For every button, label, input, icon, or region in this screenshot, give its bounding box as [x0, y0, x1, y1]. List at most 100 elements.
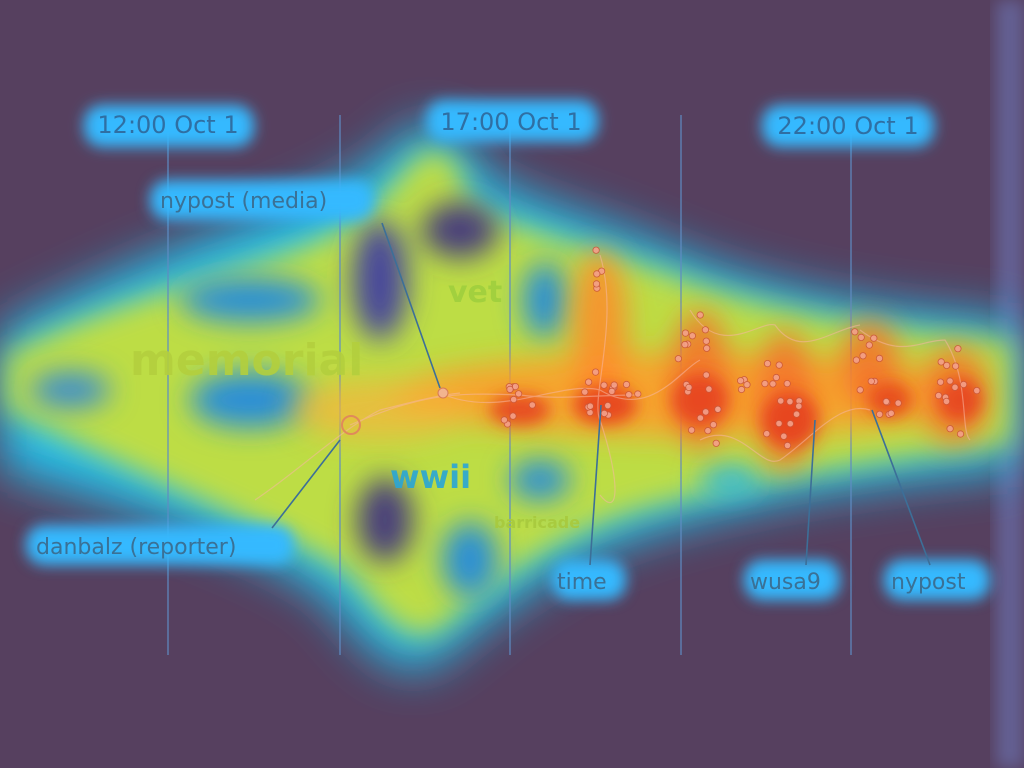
peak-4 — [762, 392, 818, 448]
tweet-dot — [592, 246, 600, 254]
tweet-dot — [528, 401, 536, 409]
annotation-label-danbalz: danbalz (reporter) — [36, 535, 236, 560]
tweet-dot — [875, 410, 884, 418]
tweet-dot — [608, 387, 616, 395]
tweet-dot — [709, 421, 718, 429]
hole-vet-right — [523, 262, 567, 338]
tweet-dot — [696, 414, 705, 422]
tweet-dot — [777, 397, 785, 405]
tweet-dot — [514, 390, 523, 398]
leader-wusa9 — [805, 419, 816, 566]
hole-wwii-right — [442, 522, 498, 598]
tweet-dot — [792, 410, 801, 418]
time-glow — [84, 105, 254, 147]
tweet-dot — [712, 439, 720, 447]
tweet-dot — [702, 337, 710, 345]
tweet-dot — [685, 383, 693, 391]
topic-label-barricade: barricade — [494, 513, 580, 532]
tweet-dot — [763, 359, 772, 368]
tweet-dot — [856, 386, 864, 394]
time-tick-label: 12:00 Oct 1 — [97, 111, 238, 139]
leader-time — [589, 404, 602, 566]
tweet-dot — [674, 355, 683, 363]
tweet-dot — [946, 425, 954, 433]
tweet-dot — [761, 379, 769, 388]
tweet-dot — [943, 361, 951, 369]
tweet-dot — [687, 426, 696, 434]
tweet-dot — [875, 354, 884, 362]
tweet-dot — [780, 432, 788, 440]
tweet-dot — [702, 371, 710, 379]
tweet-dot — [591, 368, 600, 376]
annotation-label-nypost: nypost — [891, 570, 966, 595]
tweet-dot — [851, 328, 859, 336]
tweet-dot — [703, 344, 711, 352]
source-marker-nypost-media — [437, 387, 449, 399]
tweet-dot — [956, 430, 965, 438]
tweet-dot — [705, 385, 713, 393]
tweet-dot — [743, 381, 751, 389]
tweet-dot — [934, 391, 943, 400]
annotation-glows — [26, 180, 990, 600]
annotation-glow — [884, 560, 990, 600]
leader-danbalz — [271, 439, 341, 529]
tweet-dot — [795, 402, 803, 410]
tweet-dot — [593, 270, 601, 278]
tweet-dot — [500, 416, 508, 424]
tweet-dot — [951, 362, 960, 370]
tweet-dot — [867, 377, 875, 385]
tweet-dot — [604, 401, 612, 410]
time-glow — [762, 105, 934, 147]
hole-mid-left — [190, 372, 310, 428]
topic-label-memorial: memorial — [130, 335, 363, 386]
tweet-dot — [737, 385, 746, 394]
tweet-dot — [763, 430, 771, 438]
trajectory — [699, 407, 871, 462]
tweet-dot — [592, 280, 601, 288]
tweet-dot — [610, 381, 618, 389]
tweet-dot — [506, 385, 514, 393]
tweet-dot — [509, 412, 517, 420]
tweet-dot — [581, 388, 589, 396]
time-label-glows — [84, 100, 934, 147]
time-axis: 12:00 Oct 1 17:00 Oct 1 22:00 Oct 1 — [84, 100, 934, 147]
tweet-dot — [946, 377, 954, 385]
tweet-dot — [584, 378, 593, 386]
tweet-dot — [870, 334, 878, 342]
annotation-glow — [26, 525, 294, 565]
annotation-leaders — [271, 222, 931, 566]
tweet-dot — [894, 399, 902, 407]
annotation-label-nypost-media: nypost (media) — [160, 189, 327, 214]
tweet-dot — [775, 419, 783, 428]
tweet-dot — [852, 356, 861, 364]
hole-wwii-left — [357, 478, 413, 562]
stream-holes — [30, 202, 760, 598]
tweet-dot — [681, 329, 690, 337]
tweet-dots — [500, 246, 981, 450]
tweet-dot — [942, 397, 951, 405]
tweet-dot — [704, 427, 712, 435]
tweet-dot — [936, 378, 945, 386]
tweet-dot — [772, 373, 780, 382]
tweet-dot — [783, 379, 791, 388]
topic-label-wwii: wwii — [390, 458, 471, 496]
peak-5 — [868, 382, 912, 418]
tweet-dot — [701, 326, 710, 334]
trajectory — [254, 392, 461, 501]
topic-labels: memorial vet wwii barricade — [130, 275, 580, 532]
trajectory — [859, 329, 971, 441]
annotation-glow — [552, 560, 626, 600]
time-tick-label: 22:00 Oct 1 — [777, 112, 918, 140]
tweet-dot — [954, 345, 962, 353]
hole-vet-left — [352, 220, 408, 340]
tweet-dot — [775, 361, 783, 369]
tweet-dot — [634, 390, 642, 398]
hole-far-right — [700, 466, 760, 494]
topic-label-vet: vet — [448, 275, 502, 310]
trajectory — [349, 393, 641, 426]
tweet-dot — [859, 352, 867, 360]
tweet-dot — [586, 402, 594, 410]
annotation-glow — [150, 180, 374, 220]
tweet-dot — [622, 380, 631, 389]
